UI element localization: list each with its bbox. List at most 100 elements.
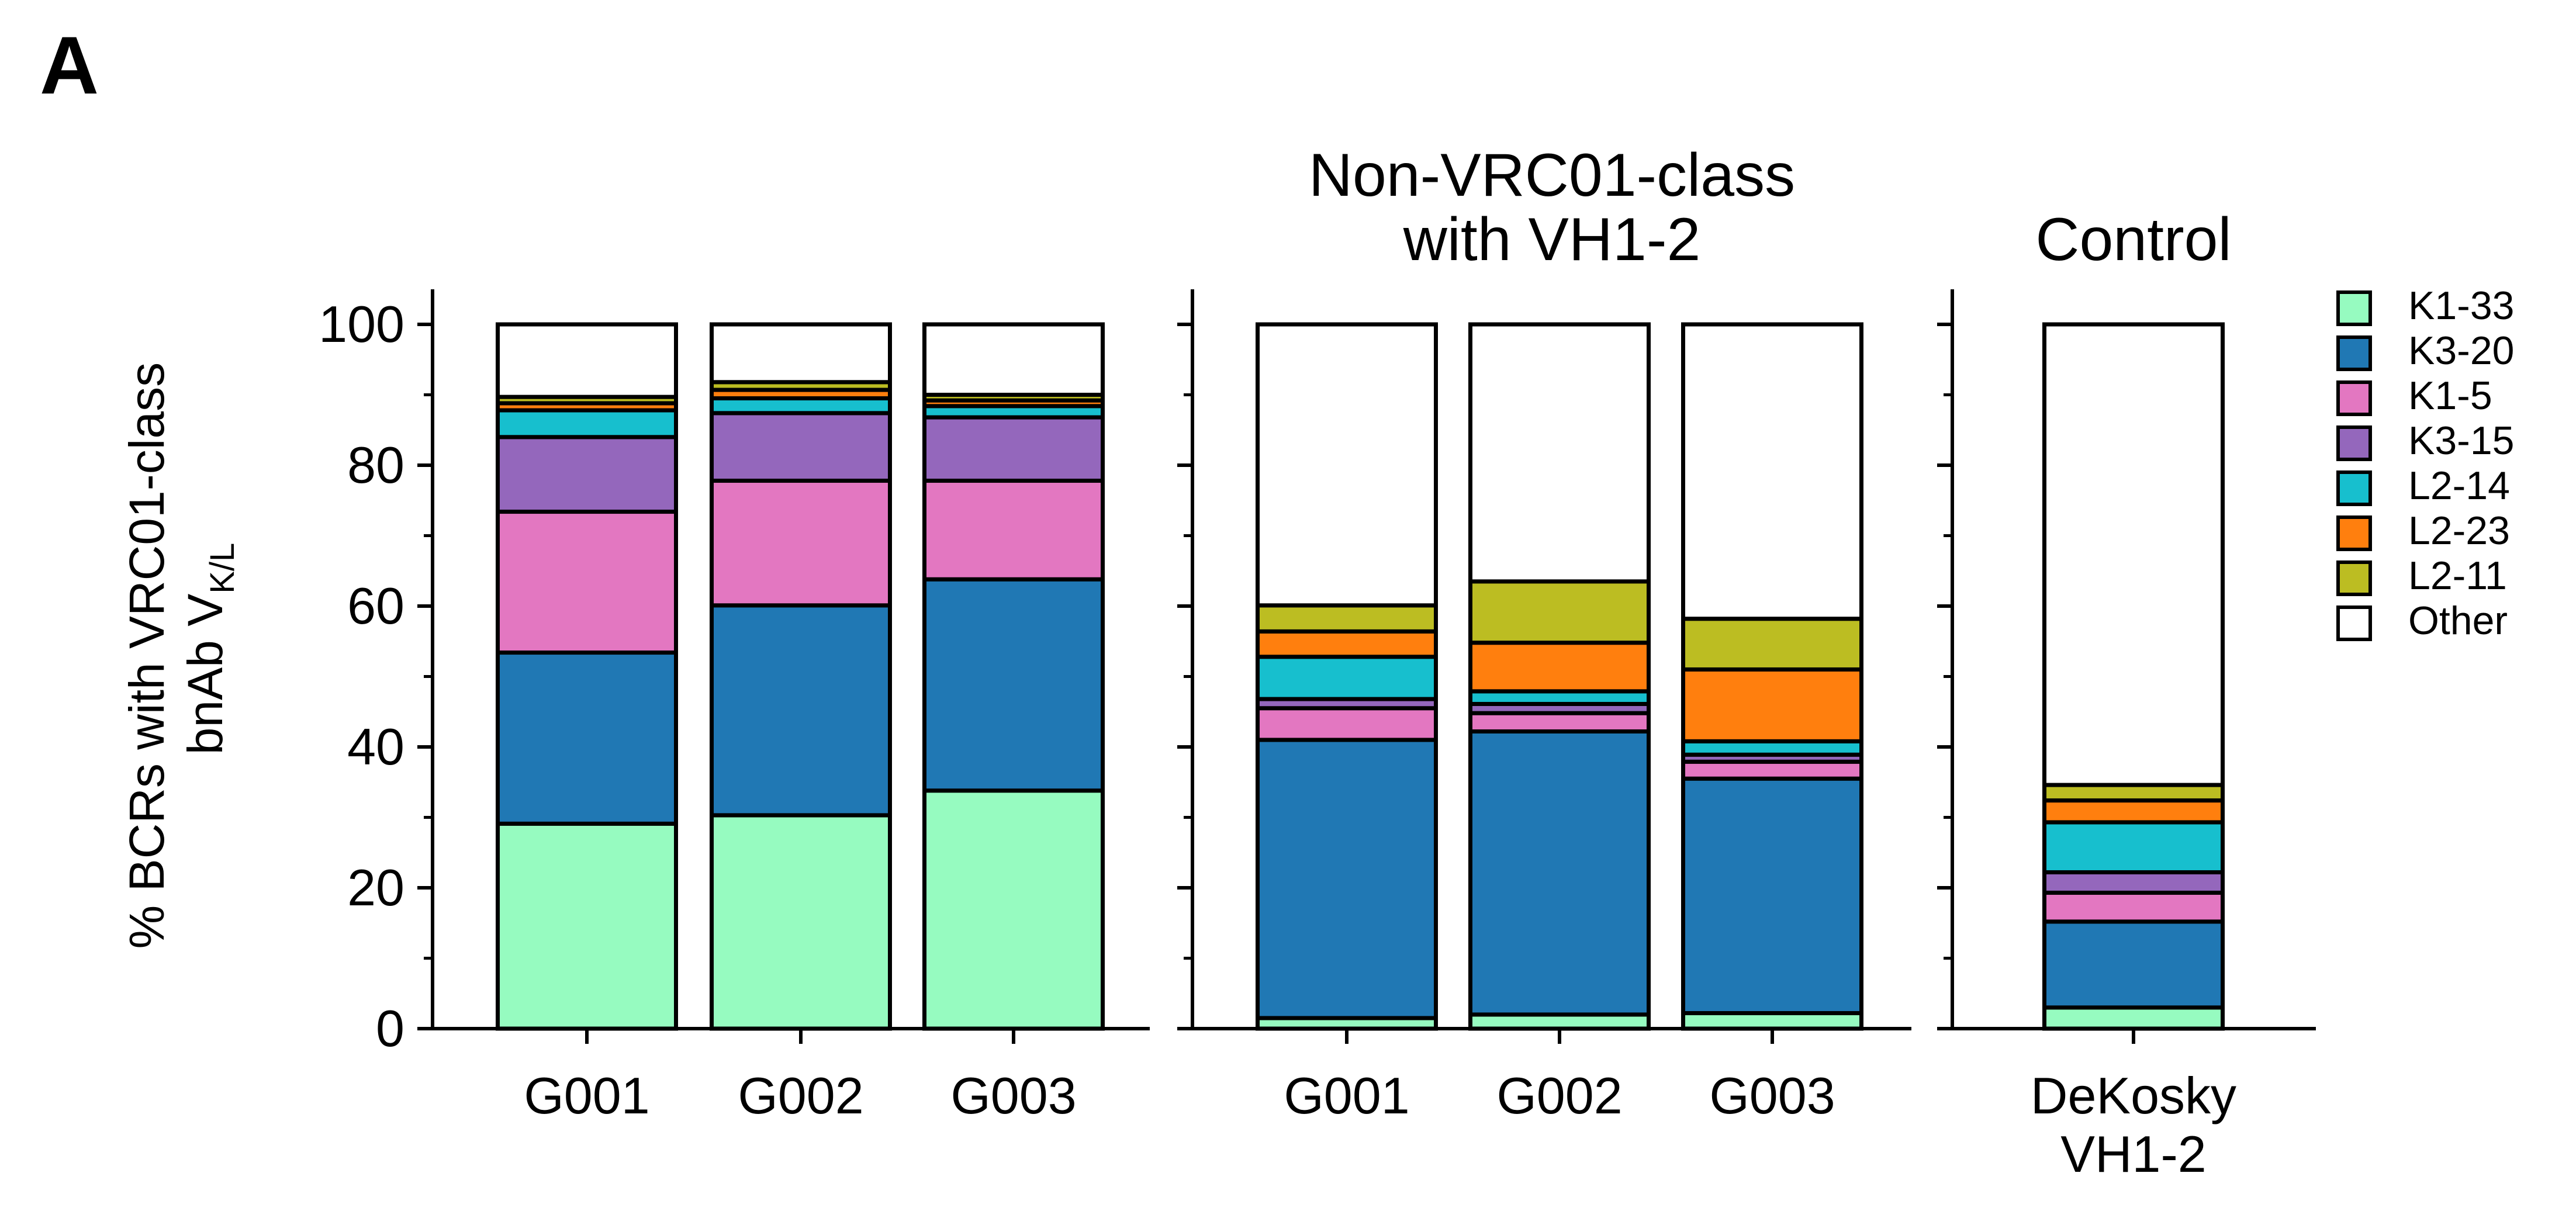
bar-segment-l2-14: [2042, 820, 2225, 874]
x-tick-label: DeKosky: [2031, 1067, 2236, 1124]
bar-segment-other: [1681, 322, 1863, 621]
bar-segment-k3-20: [1256, 738, 1438, 1020]
y-axis-label: % BCRs with VRC01-class bnAb VK/L: [119, 349, 241, 949]
y-tick-label: 40: [347, 718, 404, 776]
plot-area: 0 20 40 60 80 100 G001 G002 G003 Non-VRC01-classw…: [319, 141, 2316, 1183]
bar-segment-k1-5: [496, 510, 678, 655]
bar-segment-other: [1468, 322, 1651, 584]
x-tick-label: G003: [1709, 1067, 1835, 1124]
bar-stack: [1468, 322, 1651, 1031]
x-tick-label: G002: [1496, 1067, 1622, 1124]
bar-segment-k3-15: [496, 435, 678, 514]
legend-swatch: [2336, 290, 2372, 326]
y-tick-label: 20: [347, 859, 404, 916]
legend-label: K3-20: [2408, 328, 2514, 373]
bar-segment-k1-5: [1681, 759, 1863, 781]
bar-stack: [496, 322, 678, 1031]
panel-title-line: Non-VRC01-class: [1309, 141, 1795, 209]
legend-label: Other: [2408, 598, 2508, 643]
bar-segment-k3-20: [710, 603, 892, 818]
y-tick-label: 0: [376, 999, 404, 1057]
legend-swatch: [2336, 470, 2372, 506]
legend-item: L2-14: [2336, 463, 2510, 508]
legend-item: K1-5: [2336, 373, 2492, 418]
legend-label: K1-5: [2408, 373, 2492, 418]
bar-segment-other: [710, 322, 892, 385]
bar-segment-k1-5: [710, 479, 892, 608]
bar-segment-k1-5: [2042, 890, 2225, 924]
bar-stack: [2042, 322, 2225, 1031]
legend-item: K3-15: [2336, 418, 2514, 463]
legend-swatch: [2336, 335, 2372, 371]
bar-segment-other: [496, 322, 678, 399]
bar-segment-l2-11: [1256, 603, 1438, 634]
bar-segment-k1-5: [1468, 711, 1651, 733]
bar-stack: [922, 322, 1105, 1031]
bar-stack: [710, 322, 892, 1031]
y-tick-label: 60: [347, 577, 404, 635]
x-tick-label: VH1-2: [2060, 1125, 2206, 1183]
bar-segment-other: [2042, 322, 2225, 787]
bar-segment-k1-5: [922, 479, 1105, 582]
legend-label: L2-11: [2408, 553, 2507, 598]
legend-item: L2-23: [2336, 508, 2510, 553]
bar-segment-k1-33: [1468, 1012, 1651, 1031]
bar-segment-l2-14: [1256, 655, 1438, 701]
y-tick-label: 80: [347, 436, 404, 494]
x-tick-label: G003: [950, 1067, 1076, 1124]
legend-label: L2-14: [2408, 463, 2510, 508]
bar-segment-l2-23: [2042, 798, 2225, 825]
bar-segment-l2-11: [2042, 783, 2225, 803]
bar-segment-k3-20: [1681, 776, 1863, 1015]
bar-segment-k3-15: [922, 415, 1105, 483]
bar-segment-other: [1256, 322, 1438, 608]
bar-segment-k3-20: [1468, 729, 1651, 1017]
y-axis-label-prefix: bnAb V: [178, 594, 233, 755]
bar-segment-l2-14: [710, 396, 892, 416]
y-tick-label: 100: [319, 295, 404, 353]
bar-segment-k1-33: [496, 821, 678, 1031]
legend-item: Other: [2336, 598, 2508, 643]
bar-segment-k1-33: [922, 788, 1105, 1031]
panel-1: 0 20 40 60 80 100 G001 G002 G003: [319, 289, 1150, 1124]
x-tick-label: G001: [524, 1067, 649, 1124]
bar-segment-k1-5: [1256, 706, 1438, 742]
bar-segment-l2-23: [1681, 667, 1863, 743]
bar-segment-k3-20: [922, 577, 1105, 793]
legend-swatch: [2336, 515, 2372, 551]
x-tick-label: G001: [1284, 1067, 1409, 1124]
bar-segment-k1-33: [2042, 1005, 2225, 1031]
legend-label: K3-15: [2408, 418, 2514, 463]
bar-segment-k3-20: [2042, 919, 2225, 1010]
legend-item: L2-11: [2336, 553, 2507, 598]
legend-swatch: [2336, 425, 2372, 461]
legend-label: K1-33: [2408, 283, 2514, 328]
bar-segment-k3-15: [710, 411, 892, 483]
panel-title-line: Control: [2035, 206, 2231, 274]
panel-letter: A: [40, 19, 99, 111]
bar-segment-k3-20: [496, 650, 678, 826]
y-axis-label-line1: % BCRs with VRC01-class: [119, 362, 174, 949]
panel-title-line: with VH1-2: [1403, 206, 1701, 274]
legend-item: K3-20: [2336, 328, 2514, 373]
bar-stack: [1681, 322, 1863, 1031]
bar-segment-l2-14: [496, 408, 678, 440]
y-axis-label-line2: bnAb VK/L: [178, 543, 241, 755]
legend-swatch: [2336, 560, 2372, 596]
bar-segment-l2-11: [1468, 579, 1651, 645]
bar-segment-l2-23: [1468, 641, 1651, 694]
legend-swatch: [2336, 605, 2372, 641]
bar-segment-other: [922, 322, 1105, 397]
legend-item: K1-33: [2336, 283, 2514, 328]
x-tick-label: G002: [738, 1067, 863, 1124]
y-axis-label-subscript: K/L: [203, 543, 241, 594]
bar-segment-k1-33: [710, 813, 892, 1031]
bar-segment-l2-11: [1681, 617, 1863, 672]
bar-segment-k1-33: [1681, 1011, 1863, 1031]
bar-stack: [1256, 322, 1438, 1031]
bar-segment-k3-15: [2042, 870, 2225, 895]
legend-swatch: [2336, 380, 2372, 416]
